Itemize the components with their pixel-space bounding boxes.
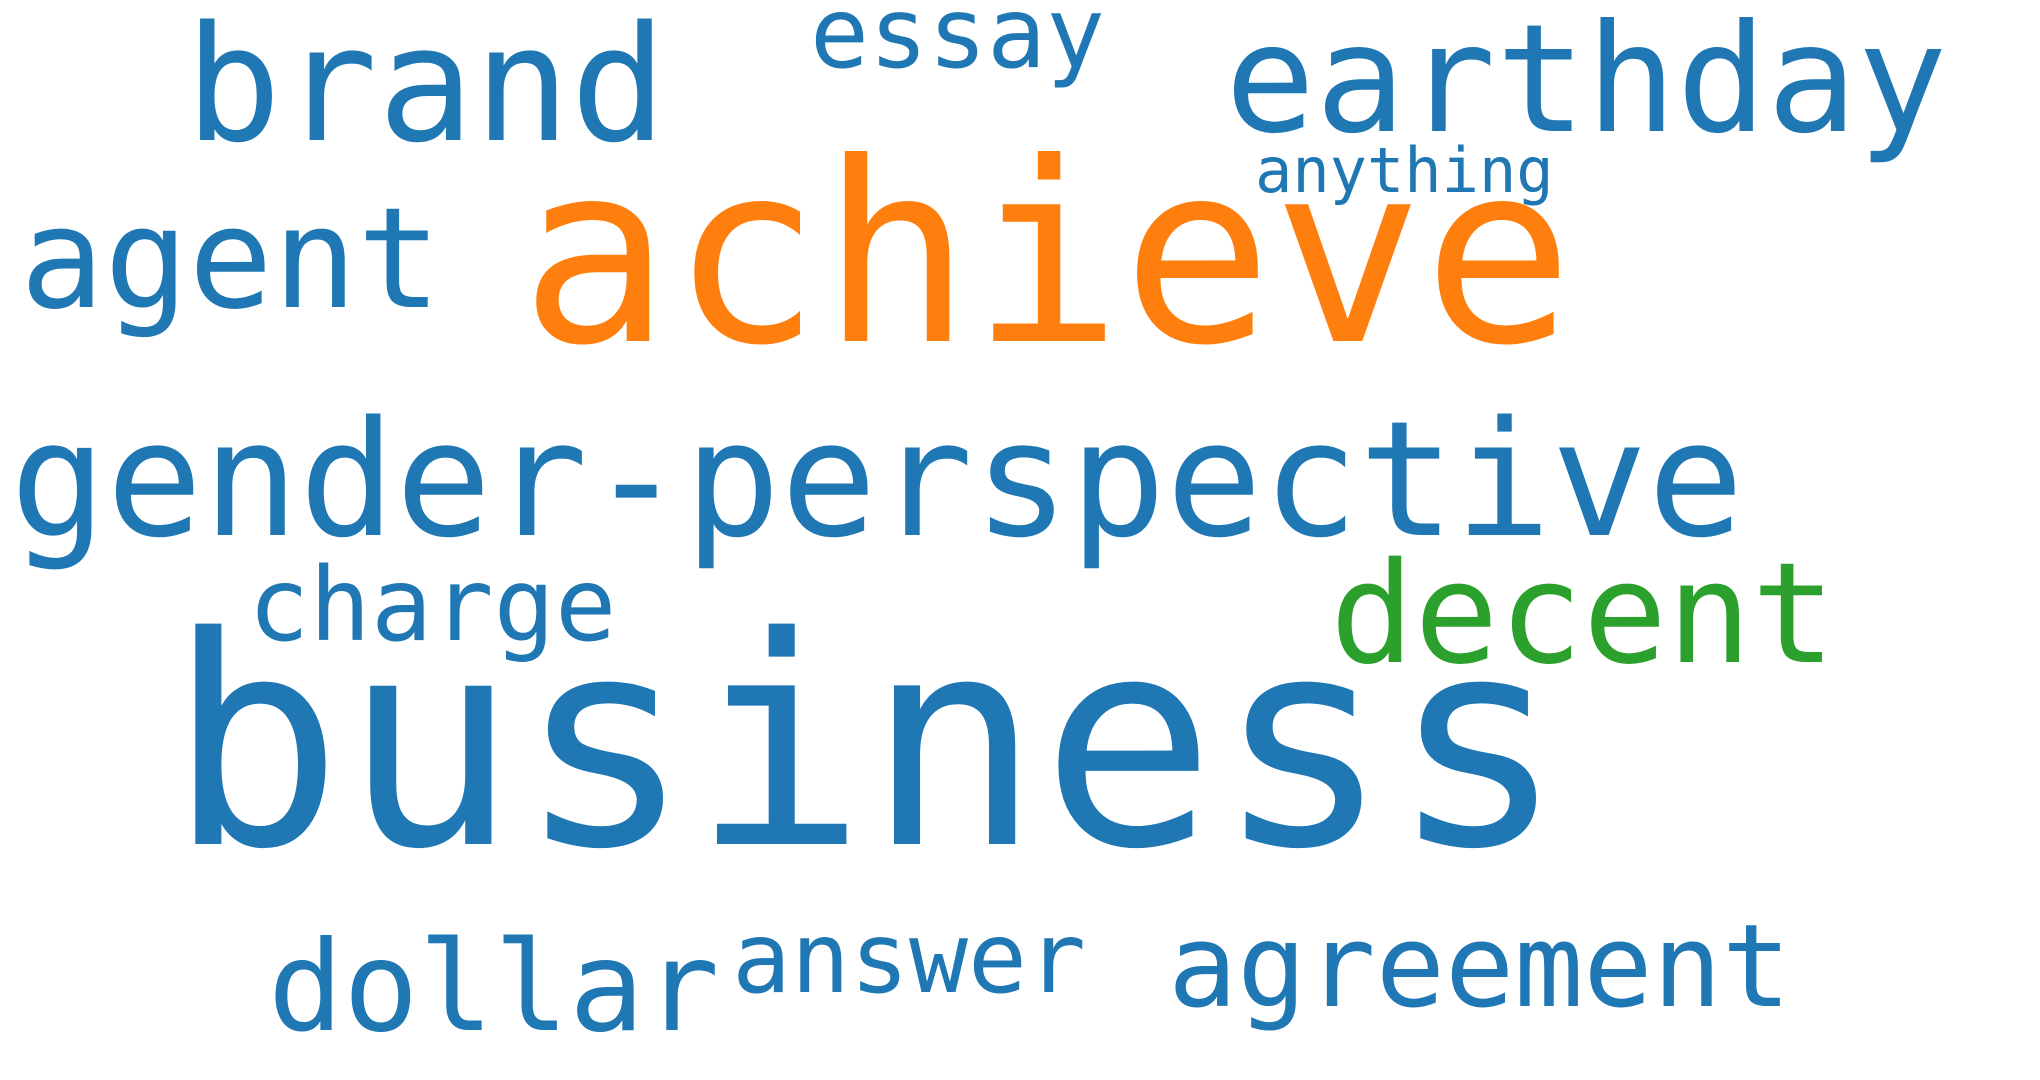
word-dollar: dollar — [268, 915, 720, 1060]
word-brand: brand — [185, 0, 667, 178]
word-decent: decent — [1330, 533, 1836, 696]
word-essay: essay — [810, 0, 1106, 91]
word-business: business — [168, 576, 1565, 913]
word-gender-perspective: gender-perspective — [10, 386, 1744, 573]
word-anything: anything — [1255, 134, 1554, 207]
word-earthday: earthday — [1225, 0, 1948, 167]
word-charge: charge — [248, 546, 617, 665]
word-answer: answer — [732, 902, 1087, 1016]
word-agent: agent — [20, 178, 442, 341]
word-agreement: agreement — [1168, 900, 1792, 1034]
word-achieve: achieve — [520, 109, 1574, 400]
